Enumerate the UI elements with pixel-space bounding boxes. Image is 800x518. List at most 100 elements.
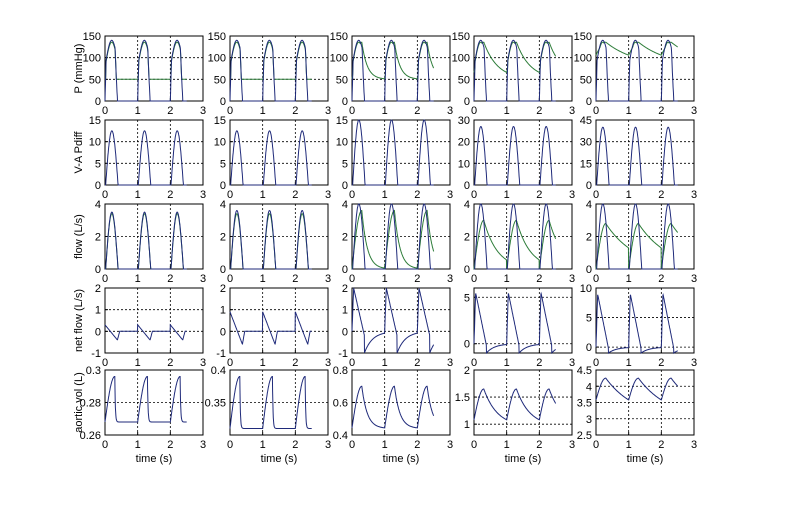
series-ventricular	[351, 287, 435, 354]
y-tick-label: 20	[458, 137, 470, 149]
series-ventricular	[229, 39, 312, 102]
x-tick-label: 3	[569, 357, 575, 369]
y-tick-label: 0.8	[333, 365, 348, 377]
x-axis-label: time (s)	[627, 453, 664, 465]
y-tick-label: -1	[216, 348, 226, 360]
x-tick-label: 1	[504, 357, 510, 369]
row-label: net flow (L/s)	[73, 289, 85, 352]
x-tick-label: 3	[569, 189, 575, 201]
x-tick-label: 0	[593, 357, 599, 369]
y-tick-label: 2	[220, 232, 226, 244]
panel-frame	[351, 119, 451, 186]
y-tick-label: 4	[586, 381, 592, 393]
panel-frame	[229, 35, 329, 102]
panel-frame	[104, 35, 204, 102]
panel-r3-c5: 0 2 4 0 1 2 3	[586, 199, 697, 285]
x-tick-label: 3	[691, 439, 697, 451]
x-tick-label: 1	[626, 357, 632, 369]
x-tick-label: 3	[447, 105, 453, 117]
y-tick-label: 0	[464, 180, 470, 192]
y-tick-label: 5	[586, 313, 592, 325]
x-tick-label: 3	[447, 357, 453, 369]
panel-r1-c4: 0 50 100 150 0 1 2 3	[452, 31, 575, 117]
y-tick-label: 1	[464, 419, 470, 431]
x-tick-label: 2	[292, 189, 298, 201]
x-tick-label: 3	[325, 273, 331, 285]
x-tick-label: 0	[471, 105, 477, 117]
y-tick-label: 0	[464, 339, 470, 351]
panel-r5-c3: 0.4 0.6 0.8 0 1 2 3	[333, 365, 453, 451]
x-tick-label: 2	[658, 439, 664, 451]
x-tick-label: 0	[227, 189, 233, 201]
panel-r3-c4: 0 2 4 0 1 2 3	[464, 199, 575, 285]
x-tick-label: 2	[658, 273, 664, 285]
x-tick-label: 0	[102, 105, 108, 117]
x-tick-label: 1	[135, 189, 141, 201]
series-ventricular	[595, 293, 678, 355]
x-tick-label: 2	[292, 105, 298, 117]
y-tick-label: 4	[464, 199, 470, 211]
y-tick-label: 0	[342, 180, 348, 192]
y-tick-label: 0	[342, 326, 348, 338]
y-tick-label: 50	[214, 74, 226, 86]
x-axis-label: time (s)	[136, 453, 173, 465]
x-tick-label: 3	[200, 357, 206, 369]
x-tick-label: 2	[414, 189, 420, 201]
x-tick-label: 2	[536, 105, 542, 117]
y-tick-label: 50	[89, 74, 101, 86]
x-tick-label: 1	[626, 189, 632, 201]
x-tick-label: 0	[349, 273, 355, 285]
panel-frame	[595, 287, 695, 354]
x-tick-label: 2	[414, 439, 420, 451]
y-tick-label: 0	[464, 264, 470, 276]
panel-frame	[351, 287, 451, 354]
x-tick-label: 3	[569, 105, 575, 117]
x-tick-label: 0	[227, 357, 233, 369]
panel-frame	[473, 287, 573, 354]
x-tick-label: 3	[325, 357, 331, 369]
x-tick-label: 0	[349, 357, 355, 369]
panel-r1-c3: 0 50 100 150 0 1 2 3	[330, 31, 453, 117]
y-tick-label: 10	[89, 137, 101, 149]
panel-r1-c2: 0 50 100 150 0 1 2 3	[208, 31, 331, 117]
y-tick-label: 0	[95, 264, 101, 276]
series-ventricular	[229, 311, 312, 345]
y-tick-label: 10	[580, 283, 592, 295]
y-tick-label: -1	[91, 348, 101, 360]
y-tick-label: 0	[342, 96, 348, 108]
x-tick-label: 2	[292, 273, 298, 285]
panel-r3-c2: 0 2 4 0 1 2 3	[220, 199, 331, 285]
x-tick-label: 1	[382, 105, 388, 117]
y-tick-label: 45	[580, 115, 592, 127]
x-tick-label: 2	[536, 273, 542, 285]
series-ventricular	[595, 39, 678, 102]
panel-r2-c1: 0 5 10 15 0 1 2 3	[89, 115, 206, 201]
x-tick-label: 1	[382, 273, 388, 285]
x-tick-label: 2	[167, 189, 173, 201]
x-tick-label: 0	[349, 189, 355, 201]
x-tick-label: 3	[200, 105, 206, 117]
panel-frame	[595, 119, 695, 186]
y-tick-label: 2.5	[577, 430, 592, 442]
y-tick-label: 30	[458, 115, 470, 127]
x-tick-label: 0	[593, 189, 599, 201]
x-tick-label: 0	[349, 105, 355, 117]
y-tick-label: 4	[95, 199, 101, 211]
y-tick-label: 150	[452, 31, 470, 43]
series-ventricular	[474, 125, 556, 186]
panel-frame	[104, 119, 204, 186]
y-tick-label: 0	[95, 326, 101, 338]
y-tick-label: 1	[342, 305, 348, 317]
x-tick-label: 2	[536, 189, 542, 201]
series-ventricular	[473, 291, 556, 355]
y-tick-label: 0	[220, 264, 226, 276]
x-tick-label: 2	[414, 273, 420, 285]
y-tick-label: 150	[83, 31, 101, 43]
x-tick-label: 1	[135, 357, 141, 369]
series-ventricular	[104, 39, 187, 102]
row-label: P (mmHg)	[73, 44, 85, 94]
x-tick-label: 1	[135, 273, 141, 285]
y-tick-label: 10	[336, 137, 348, 149]
x-tick-label: 3	[325, 189, 331, 201]
row-label: V-A Pdiff	[73, 131, 85, 174]
